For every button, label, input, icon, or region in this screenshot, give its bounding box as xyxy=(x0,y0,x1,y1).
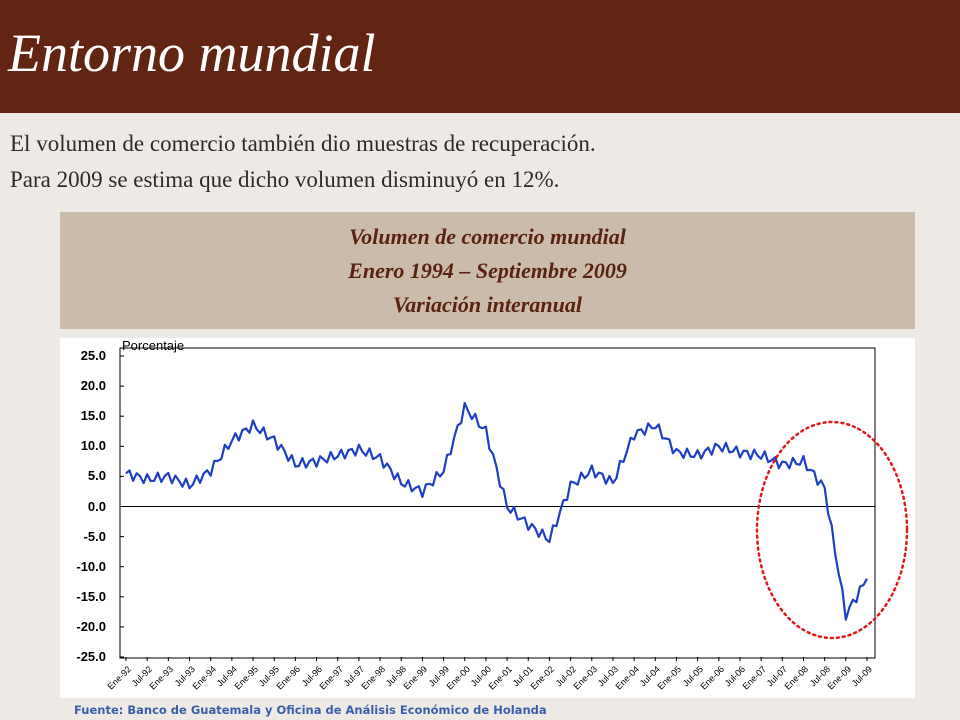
chart-subtitle-2: Variación interanual xyxy=(393,292,582,317)
y-tick-label: -10.0 xyxy=(76,558,106,574)
y-tick-label: -15.0 xyxy=(76,588,106,604)
chart-title: Volumen de comercio mundial xyxy=(349,224,626,249)
highlight-ellipse xyxy=(755,420,909,640)
y-tick-label: 15.0 xyxy=(80,408,106,424)
intro-line-2: Para 2009 se estima que dicho volumen di… xyxy=(10,167,560,192)
y-axis-label: Porcentaje xyxy=(122,338,185,353)
series-line xyxy=(125,401,868,621)
chart-panel xyxy=(60,338,915,698)
plot-frame xyxy=(119,347,876,659)
y-tick-label: 10.0 xyxy=(80,438,106,454)
page-title: Entorno mundial xyxy=(8,23,376,83)
chart-header-box xyxy=(60,212,915,329)
intro-line-1: El volumen de comercio también dio muest… xyxy=(10,131,596,156)
y-tick-label: -5.0 xyxy=(83,528,106,544)
y-tick-label: 0.0 xyxy=(87,498,106,514)
y-tick-label: 5.0 xyxy=(87,468,106,484)
chart-subtitle-1: Enero 1994 – Septiembre 2009 xyxy=(348,258,627,283)
source-note: Fuente: Banco de Guatemala y Oficina de … xyxy=(74,703,547,717)
y-tick-label: -20.0 xyxy=(76,618,106,634)
y-tick-label: -25.0 xyxy=(76,649,106,664)
y-tick-label: 20.0 xyxy=(80,378,106,394)
y-tick-label: 25.0 xyxy=(80,348,106,363)
title-bar xyxy=(0,0,960,113)
